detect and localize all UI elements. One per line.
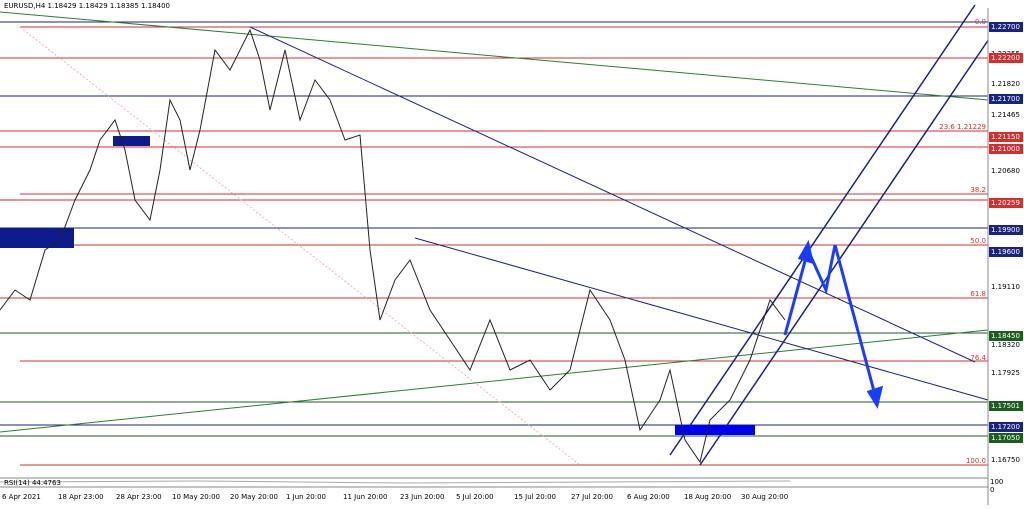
price-label: 1.21000 [991,145,1020,153]
price-label: 1.18320 [991,341,1020,349]
time-label: 18 Aug 20:00 [684,493,731,501]
fib-label: 23.6 1.21229 [939,123,986,131]
price-tag [989,94,1023,104]
price-label: 1.19900 [991,226,1020,234]
price-tag [989,144,1023,154]
rsi-label: RSI(14) 44.4763 [4,479,61,487]
time-label: 23 Jun 20:00 [400,493,444,501]
price-tag [989,22,1023,32]
price-label: 1.17050 [991,434,1020,442]
trendlines [0,4,1011,466]
price-tag [989,401,1023,411]
time-label: 30 Aug 20:00 [741,493,788,501]
time-label: 18 Apr 23:00 [58,493,104,501]
time-label: 6 Apr 2021 [2,493,41,501]
fib-label: 61.8 [970,290,986,298]
price-line [0,28,786,464]
price-label: 1.16750 [991,456,1020,464]
price-tag [989,225,1023,235]
time-label: 11 Jun 20:00 [343,493,387,501]
price-label: 1.17501 [991,402,1020,410]
price-tag [989,433,1023,443]
fib-label: 0.0 [975,18,986,26]
fib-label: 38.2 [970,186,986,194]
symbol-header: EURUSD,H4 1.18429 1.18429 1.18385 1.1840… [4,2,170,10]
time-label: 20 May 20:00 [230,493,278,501]
price-tag [989,247,1023,257]
price-label: 1.17200 [991,423,1020,431]
rsi-axis: 0 [990,486,994,494]
time-label: 1 Jun 20:00 [286,493,326,501]
price-label: 1.22700 [991,23,1020,31]
price-label: 1.17925 [991,369,1020,377]
time-label: 15 Jul 20:00 [514,493,556,501]
price-label: 1.21150 [991,133,1020,141]
forecast-arrows [783,239,884,409]
price-label: 1.21700 [991,95,1020,103]
price-tag [989,53,1023,63]
price-label: 1.19600 [991,248,1020,256]
levels [0,21,988,466]
price-tag [989,331,1023,341]
fib-label: 76.4 [970,354,986,362]
price-label: 1.19110 [991,283,1020,291]
price-label: 1.21820 [991,80,1020,88]
time-label: 28 Apr 23:00 [116,493,162,501]
time-label: 10 May 20:00 [172,493,220,501]
price-label: 1.21465 [991,111,1020,119]
rsi-line [0,480,791,484]
rsi-axis: 100 [990,478,1003,486]
price-label: 1.20259 [991,199,1020,207]
price-label: 1.18450 [991,332,1020,340]
price-tag [989,198,1023,208]
price-tag [989,422,1023,432]
time-label: 5 Jul 20:00 [456,493,494,501]
time-label: 6 Aug 20:00 [627,493,670,501]
price-label: 1.20680 [991,167,1020,175]
time-label: 27 Jul 20:00 [571,493,613,501]
price-label: 1.22200 [991,54,1020,62]
price-tag [989,132,1023,142]
fib-label: 100.0 [966,457,986,465]
fib-label: 50.0 [970,237,986,245]
price-axis-bg [988,0,1024,478]
